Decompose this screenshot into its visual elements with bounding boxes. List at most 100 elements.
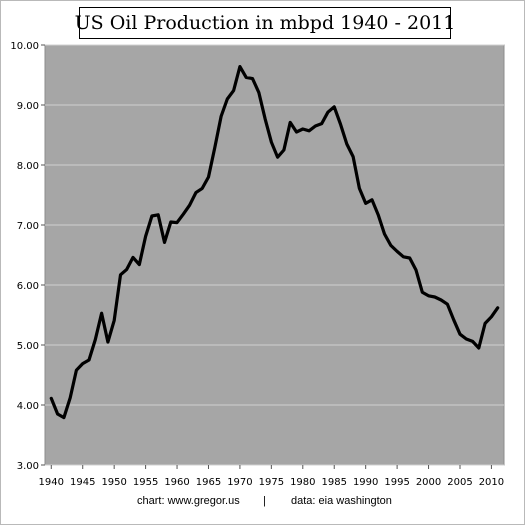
- data-point: [258, 91, 260, 93]
- data-point: [402, 256, 404, 258]
- data-point: [220, 115, 222, 117]
- data-point: [459, 333, 461, 335]
- x-tick-label: 1985: [322, 477, 347, 488]
- y-axis: 3.00 4.00 5.00 6.00 7.00 8.00 9.00 10.00: [10, 41, 45, 472]
- data-point: [251, 78, 254, 80]
- plot-area: [44, 44, 505, 466]
- data-point: [56, 413, 59, 415]
- x-tick-label: 1995: [384, 477, 409, 488]
- data-point: [176, 222, 178, 224]
- chart-title: US Oil Production in mbpd 1940 - 2011: [74, 12, 456, 34]
- data-point: [207, 176, 210, 178]
- data-point: [182, 213, 184, 215]
- y-tick-label: 6.00: [17, 281, 39, 292]
- data-point: [119, 274, 122, 276]
- data-point: [471, 340, 474, 342]
- gridlines: [45, 44, 504, 466]
- data-point: [308, 130, 310, 132]
- source-credit: chart: www.gregor.us: [137, 495, 240, 507]
- data-point: [478, 347, 480, 349]
- x-tick-label: 1980: [290, 477, 315, 488]
- data-point: [170, 221, 172, 223]
- x-tick-label: 1950: [101, 477, 126, 488]
- y-tick-label: 10.00: [10, 41, 39, 52]
- data-point: [214, 147, 216, 149]
- data-point: [390, 244, 392, 246]
- series-layer: [49, 64, 500, 420]
- data-point: [233, 90, 235, 92]
- data-point: [107, 341, 109, 343]
- data-point: [383, 233, 386, 235]
- data-point: [295, 131, 298, 133]
- data-credit: data: eia washington: [291, 495, 392, 507]
- data-point: [358, 187, 360, 189]
- data-point: [283, 149, 285, 151]
- data-point: [75, 369, 78, 371]
- footer-separator: |: [263, 495, 266, 507]
- data-point: [50, 397, 52, 399]
- y-tick-label: 7.00: [17, 221, 39, 232]
- title-box: US Oil Production in mbpd 1940 - 2011: [75, 7, 455, 39]
- data-point: [415, 269, 417, 271]
- y-tick-label: 8.00: [17, 161, 39, 172]
- data-point: [396, 250, 398, 252]
- data-point: [321, 123, 323, 125]
- data-point: [94, 339, 96, 341]
- data-point: [264, 118, 266, 120]
- data-point: [270, 141, 272, 143]
- data-point: [427, 295, 430, 297]
- data-point: [302, 128, 304, 130]
- x-axis: 1940 1945 1950 1955 1960 1965 1970 1975 1980 1985…: [39, 465, 504, 488]
- data-point: [365, 202, 367, 204]
- series-line: [49, 64, 500, 420]
- data-point: [189, 204, 191, 206]
- data-point: [163, 241, 166, 243]
- data-point: [132, 256, 134, 258]
- y-tick-label: 5.00: [17, 341, 39, 352]
- data-point: [138, 264, 140, 266]
- data-point: [69, 397, 71, 399]
- data-point: [113, 319, 115, 321]
- data-point: [371, 199, 373, 201]
- data-point: [484, 322, 486, 324]
- data-point: [352, 156, 354, 158]
- x-tick-label: 1960: [164, 477, 189, 488]
- data-point: [157, 214, 159, 216]
- data-point: [88, 359, 90, 361]
- y-tick-label: 4.00: [17, 401, 39, 412]
- data-point: [63, 417, 65, 419]
- data-point: [440, 299, 442, 301]
- data-point: [226, 98, 228, 100]
- data-point: [277, 156, 279, 158]
- x-tick-label: 2010: [479, 477, 504, 488]
- x-tick-label: 1975: [259, 477, 284, 488]
- x-tick-label: 1970: [227, 477, 252, 488]
- y-tick-label: 3.00: [17, 461, 39, 472]
- data-point: [327, 111, 329, 113]
- x-tick-label: 1940: [39, 477, 64, 488]
- x-tick-label: 1965: [196, 477, 221, 488]
- data-point: [201, 187, 203, 189]
- data-point: [145, 235, 147, 237]
- x-tick-label: 2000: [416, 477, 441, 488]
- data-point: [434, 296, 436, 298]
- data-point: [239, 66, 241, 68]
- data-point: [339, 123, 342, 125]
- data-point: [100, 312, 103, 314]
- data-point: [446, 303, 449, 305]
- data-point: [195, 192, 197, 194]
- x-tick-label: 1990: [353, 477, 378, 488]
- data-point: [289, 121, 291, 123]
- data-point: [377, 214, 379, 216]
- x-tick-label: 1945: [70, 477, 95, 488]
- data-point: [314, 125, 316, 127]
- y-tick-label: 9.00: [17, 101, 39, 112]
- data-point: [497, 307, 499, 309]
- data-point: [151, 215, 153, 217]
- data-point: [126, 268, 128, 270]
- data-point: [490, 316, 493, 318]
- data-point: [245, 76, 247, 78]
- data-point: [421, 291, 423, 293]
- data-point: [82, 363, 84, 365]
